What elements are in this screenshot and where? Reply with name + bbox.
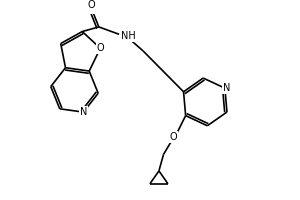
Text: NH: NH	[121, 31, 136, 41]
Text: O: O	[88, 0, 95, 10]
Text: O: O	[97, 43, 104, 53]
Text: N: N	[223, 83, 230, 93]
Text: O: O	[170, 132, 178, 142]
Text: N: N	[80, 107, 87, 117]
